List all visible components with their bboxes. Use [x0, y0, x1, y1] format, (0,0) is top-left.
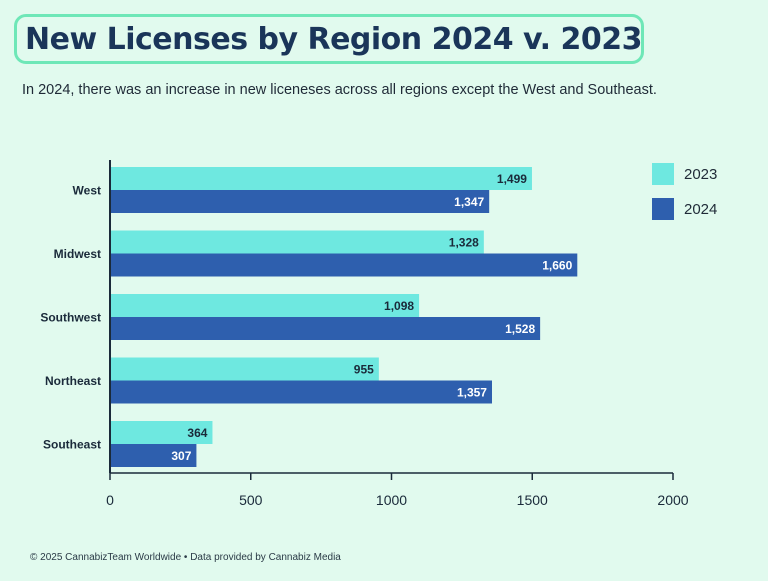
data-label-west-2023: 1,499 [497, 172, 527, 186]
data-label-southwest-2024: 1,528 [505, 322, 535, 336]
category-label-northeast: Northeast [45, 374, 101, 388]
data-label-northeast-2024: 1,357 [457, 386, 487, 400]
bar-southeast-2024 [110, 444, 197, 467]
category-label-midwest: Midwest [54, 247, 101, 261]
title-box: New Licenses by Region 2024 v. 2023 [14, 14, 644, 64]
x-tick-label-1500: 1500 [517, 492, 548, 508]
footer-credit: © 2025 CannabizTeam Worldwide • Data pro… [30, 552, 341, 563]
legend-label-2023: 2023 [684, 165, 718, 183]
bar-southeast-2023 [110, 421, 213, 444]
legend-swatch-2023 [652, 163, 674, 185]
legend: 2023 2024 [652, 162, 717, 232]
data-label-midwest-2024: 1,660 [542, 259, 572, 273]
bar-southwest-2024 [110, 317, 541, 340]
legend-label-2024: 2024 [684, 200, 718, 218]
bar-northeast-2024 [110, 380, 492, 404]
legend-item-2023: 2023 [652, 162, 717, 186]
bar-southwest-2023 [110, 294, 420, 317]
bar-west-2023 [110, 167, 532, 190]
chart-subtitle: In 2024, there was an increase in new li… [22, 82, 657, 98]
chart-title: New Licenses by Region 2024 v. 2023 [25, 21, 642, 57]
bar-midwest-2024 [110, 253, 578, 277]
category-label-southeast: Southeast [43, 438, 101, 452]
data-label-northeast-2023: 955 [354, 363, 374, 377]
legend-swatch-2024 [652, 198, 674, 220]
data-label-southeast-2023: 364 [187, 426, 207, 440]
x-tick-label-2000: 2000 [657, 492, 688, 508]
category-label-southwest: Southwest [40, 311, 101, 325]
bar-west-2024 [110, 190, 490, 213]
x-tick-label-500: 500 [239, 492, 263, 508]
bar-northeast-2023 [110, 357, 379, 381]
data-label-southwest-2023: 1,098 [384, 299, 414, 313]
category-label-west: West [73, 184, 101, 198]
x-tick-label-1000: 1000 [376, 492, 407, 508]
x-tick-label-0: 0 [106, 492, 114, 508]
data-label-west-2024: 1,347 [454, 195, 484, 209]
data-label-southeast-2024: 307 [171, 449, 191, 463]
data-label-midwest-2023: 1,328 [449, 236, 479, 250]
bar-midwest-2023 [110, 230, 484, 254]
legend-item-2024: 2024 [652, 197, 717, 221]
